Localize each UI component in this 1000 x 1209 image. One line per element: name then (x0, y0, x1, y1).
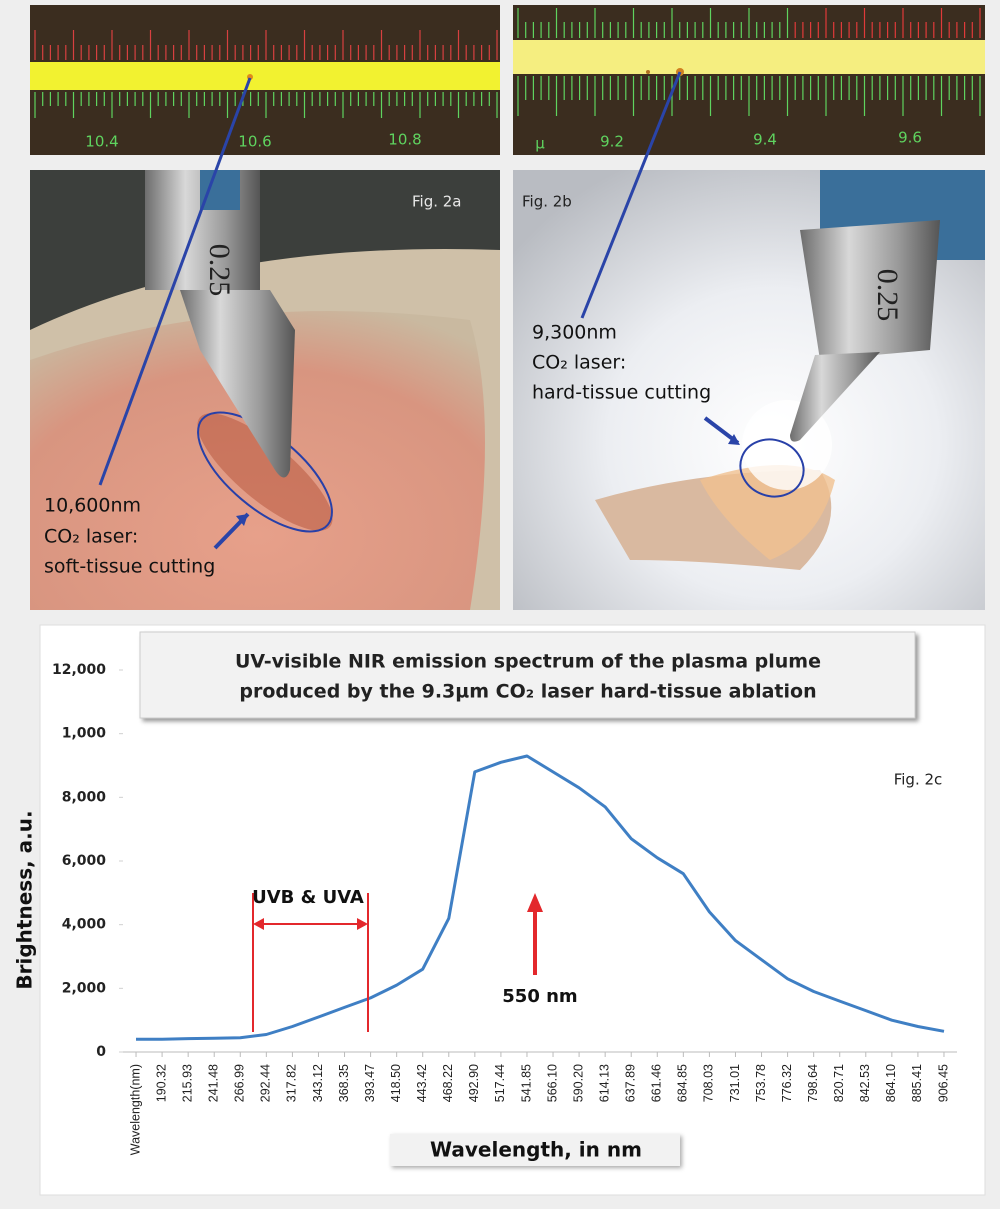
x-tick-label: 292.44 (259, 1064, 273, 1102)
annotation: UVB & UVA (252, 887, 364, 908)
x-tick-label: 492.90 (467, 1064, 481, 1102)
y-tick-label: 0 (96, 1044, 106, 1060)
ruler-a (30, 5, 500, 155)
figure-label: Fig. 2b (522, 193, 572, 211)
annotation: 550 nm (502, 986, 577, 1007)
chart-title: produced by the 9.3µm CO₂ laser hard-tis… (239, 681, 816, 703)
y-tick-label: 1,000 (62, 726, 107, 742)
x-tick-label: 215.93 (180, 1064, 194, 1102)
x-tick-label: 468.22 (441, 1064, 455, 1102)
y-tick-label: 8,000 (62, 789, 107, 805)
x-tick-label: 842.53 (858, 1064, 872, 1102)
y-tick-label: 2,000 (62, 980, 107, 996)
arrow-head (357, 918, 368, 930)
x-axis-title: Wavelength, in nm (430, 1138, 642, 1162)
x-tick-label: 753.78 (754, 1064, 768, 1102)
annotation: soft-tissue cutting (44, 556, 215, 578)
arrow-head (253, 918, 264, 930)
x-tick-label: 393.47 (363, 1064, 377, 1102)
annotation: hard-tissue cutting (532, 382, 711, 404)
tip-label: 0.25 (203, 244, 236, 297)
x-tick-label: 266.99 (233, 1064, 247, 1102)
figure-label: Fig. 2c (894, 771, 943, 789)
annotation: 10,600nm (44, 495, 141, 517)
x-tick-label: 708.03 (702, 1064, 716, 1102)
ruler-label: 9.2 (600, 133, 624, 151)
annotation: CO₂ laser: (44, 526, 138, 548)
ruler-label: 9.4 (753, 131, 777, 149)
figure-label: Fig. 2a (412, 193, 462, 211)
x-tick-label: 190.32 (154, 1064, 168, 1102)
arrow-head (527, 893, 543, 912)
x-tick-label: Wavelength(nm) (128, 1064, 142, 1155)
x-tick-label: 906.45 (936, 1064, 950, 1102)
annotation: 9,300nm (532, 322, 617, 344)
x-tick-label: 820.71 (832, 1064, 846, 1102)
chart-title: UV-visible NIR emission spectrum of the … (235, 651, 821, 673)
x-tick-label: 541.85 (519, 1064, 533, 1102)
ruler-label: 9.6 (898, 129, 922, 147)
x-tick-label: 241.48 (207, 1064, 221, 1102)
x-tick-label: 517.44 (493, 1064, 507, 1102)
ruler-label: µ (535, 135, 545, 153)
x-tick-label: 798.64 (806, 1064, 820, 1102)
annotation: CO₂ laser: (532, 352, 626, 374)
x-tick-label: 614.13 (597, 1064, 611, 1102)
x-title-box (390, 1134, 680, 1166)
x-tick-label: 368.35 (337, 1064, 351, 1102)
data-line (136, 754, 945, 1041)
tip-label: 0.25 (871, 269, 904, 322)
x-tick-label: 885.41 (910, 1064, 924, 1102)
ruler-ticks (34, 8, 981, 118)
x-tick-label: 776.32 (780, 1064, 794, 1102)
y-tick-label: 4,000 (62, 917, 107, 933)
x-tick-label: 731.01 (728, 1064, 742, 1102)
x-tick-label: 418.50 (389, 1064, 403, 1102)
x-tick-label: 637.89 (624, 1064, 638, 1102)
title-box (139, 631, 916, 719)
chart-panel (39, 624, 986, 1196)
x-tick-label: 443.42 (415, 1064, 429, 1102)
x-tick-label: 684.85 (676, 1064, 690, 1102)
photo-b: 0.25 Fig. 2b 9,300nm CO₂ laser: hard-tis… (513, 71, 985, 610)
ruler-label: 10.4 (85, 133, 118, 151)
ruler-label: 10.8 (388, 131, 421, 149)
x-tick-label: 343.12 (311, 1064, 325, 1102)
x-tick-label: 590.20 (571, 1064, 585, 1102)
x-tick-label: 566.10 (545, 1064, 559, 1102)
x-tick-label: 864.10 (884, 1064, 898, 1102)
y-axis-title: Brightness, a.u. (13, 810, 37, 989)
y-tick-label: 12,000 (52, 662, 106, 678)
x-tick-label: 661.46 (650, 1064, 664, 1102)
y-tick-label: 6,000 (62, 853, 107, 869)
x-tick-label: 317.82 (285, 1064, 299, 1102)
photo-a: 0.25 Fig. 2a 10,600nm CO₂ laser: soft-ti… (30, 77, 500, 610)
plot: 0 2,000 4,000 6,000 8,000 1,000 12,000 Waveleng… (52, 662, 957, 1155)
ruler-label: 10.6 (238, 133, 271, 151)
